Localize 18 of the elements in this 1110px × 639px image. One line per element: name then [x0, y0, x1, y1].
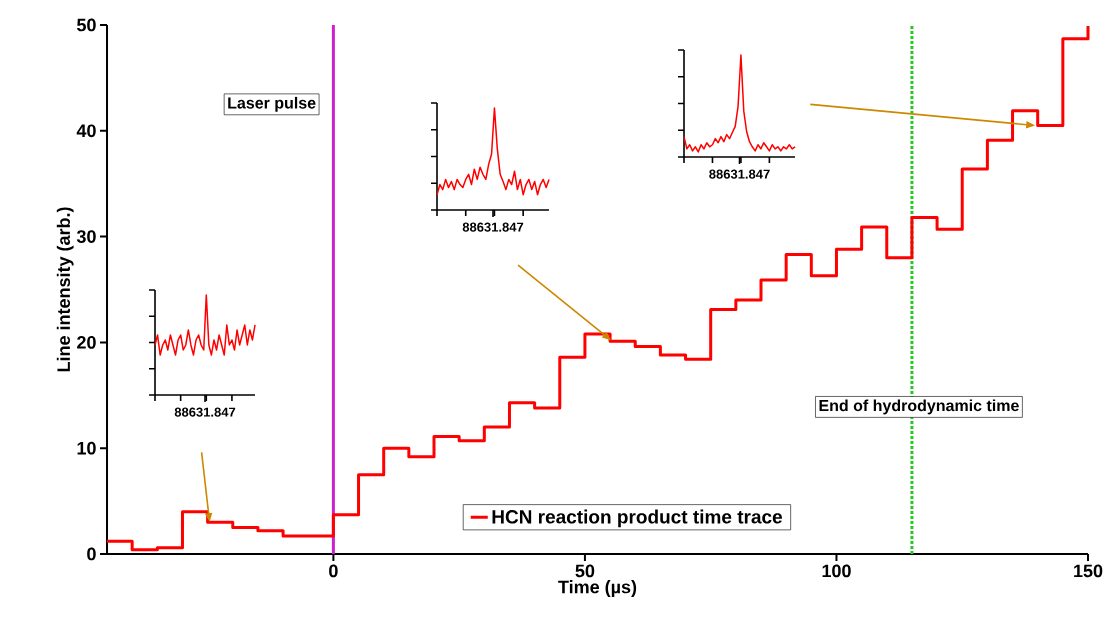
x-tick-label: 0 [329, 564, 338, 578]
y-tick-label: 30 [76, 230, 96, 243]
y-axis-title: Line intensity (arb.) [56, 207, 74, 372]
legend-label: HCN reaction product time trace [492, 509, 782, 528]
y-tick-label: 0 [87, 547, 96, 561]
y-tick-label: 50 [77, 18, 96, 32]
ref-line-label: End of hydrodynamic time [819, 399, 1019, 415]
x-tick-label: 150 [1074, 564, 1103, 578]
y-tick-label: 20 [77, 336, 96, 349]
annotation: 88631.847 [174, 407, 236, 417]
x-tick-label: 50 [575, 564, 595, 578]
x-tick-label: 100 [822, 564, 851, 578]
y-tick-label: 40 [76, 124, 96, 138]
y-tick-label: 10 [77, 441, 96, 455]
annotation: 88631.847 [709, 169, 770, 179]
annotation: 88631.847 [462, 222, 524, 232]
x-axis-title: Time (µs) [558, 580, 637, 597]
ref-line-label: Laser pulse [228, 96, 316, 112]
